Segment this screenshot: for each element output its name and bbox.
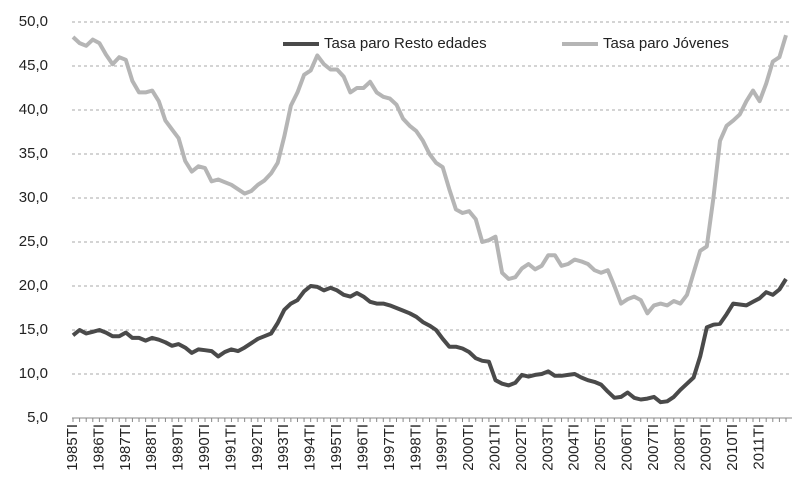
x-tick-label: 1988TI xyxy=(143,424,160,471)
legend-label: Tasa paro Jóvenes xyxy=(603,35,729,52)
x-tick-label: 1986TI xyxy=(90,424,107,471)
x-tick-label: 2001TI xyxy=(486,424,503,471)
y-tick-label: 50,0 xyxy=(19,13,48,30)
x-tick-label: 1994TI xyxy=(302,424,319,471)
x-tick-label: 2003TI xyxy=(539,424,556,471)
x-tick-label: 1992TI xyxy=(249,424,266,471)
x-tick-label: 1999TI xyxy=(434,424,451,471)
x-tick-label: 2006TI xyxy=(619,424,636,471)
y-tick-label: 5,0 xyxy=(27,409,48,426)
y-tick-label: 30,0 xyxy=(19,189,48,206)
x-tick-label: 1997TI xyxy=(381,424,398,471)
x-tick-label: 1993TI xyxy=(275,424,292,471)
x-tick-label: 2009TI xyxy=(698,424,715,471)
x-tick-label: 2004TI xyxy=(566,424,583,471)
x-tick-label: 1985TI xyxy=(64,424,81,471)
x-tick-label: 2005TI xyxy=(592,424,609,471)
y-tick-label: 45,0 xyxy=(19,57,48,74)
x-tick-label: 1996TI xyxy=(354,424,371,471)
x-tick-label: 1987TI xyxy=(117,424,134,471)
y-tick-label: 15,0 xyxy=(19,321,48,338)
x-tick-label: 2008TI xyxy=(671,424,688,471)
y-tick-label: 35,0 xyxy=(19,145,48,162)
series-line xyxy=(71,34,788,316)
x-tick-label: 2007TI xyxy=(645,424,662,471)
legend-label: Tasa paro Resto edades xyxy=(324,35,487,52)
x-tick-label: 1991TI xyxy=(222,424,239,471)
y-tick-label: 25,0 xyxy=(19,233,48,250)
series-line xyxy=(71,277,788,405)
x-tick-label: 1990TI xyxy=(196,424,213,471)
x-tick-label: 2011TI xyxy=(751,424,768,470)
x-tick-label: 1998TI xyxy=(407,424,424,471)
y-tick-label: 10,0 xyxy=(19,365,48,382)
x-tick-label: 2000TI xyxy=(460,424,477,471)
x-tick-label: 2002TI xyxy=(513,424,530,471)
x-tick-label: 1989TI xyxy=(170,424,187,471)
x-tick-label: 1995TI xyxy=(328,424,345,471)
y-tick-label: 20,0 xyxy=(19,277,48,294)
y-tick-label: 40,0 xyxy=(19,101,48,118)
x-tick-label: 2010TI xyxy=(724,424,741,471)
